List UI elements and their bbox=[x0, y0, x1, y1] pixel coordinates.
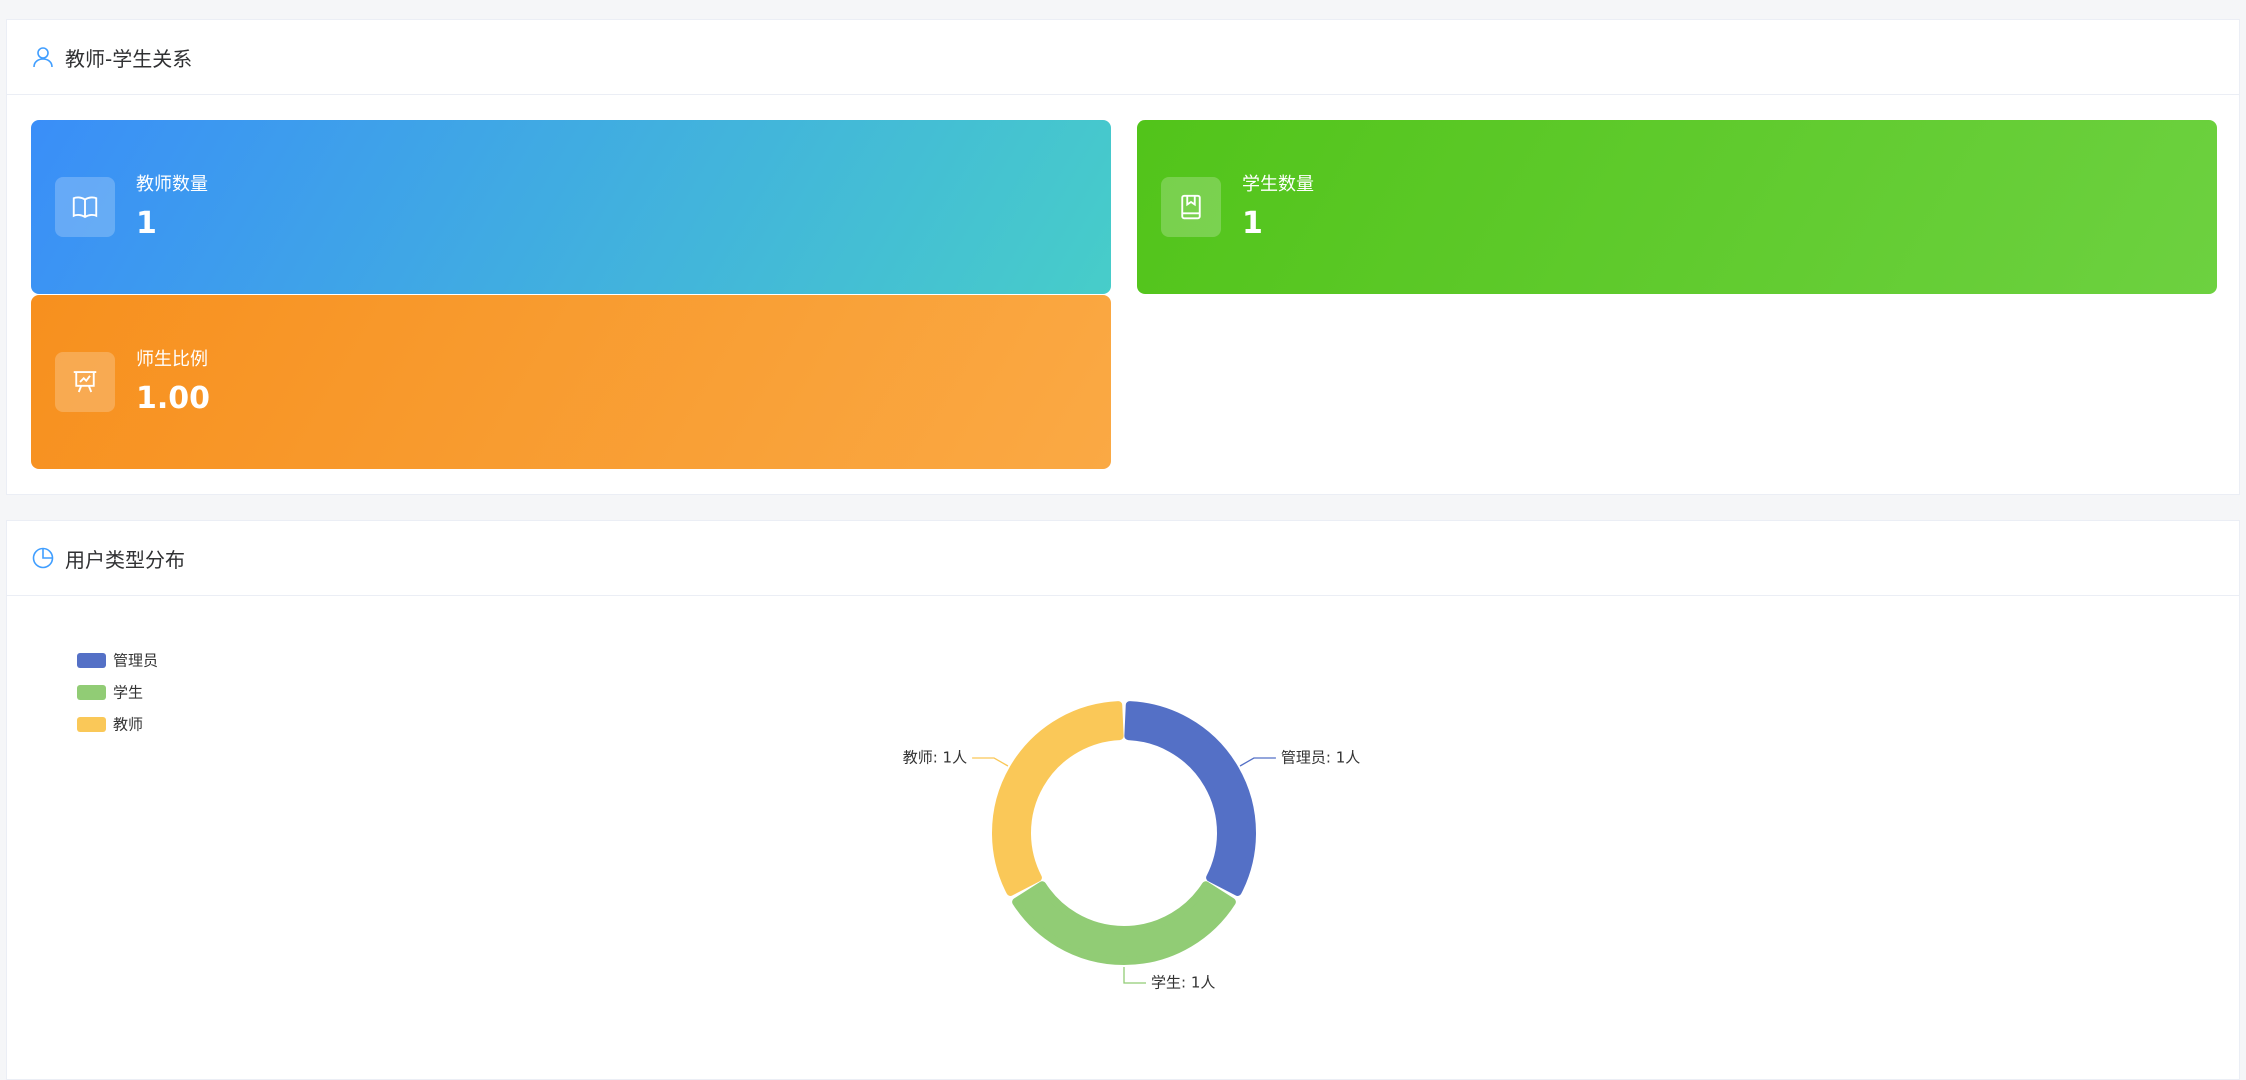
stat-value: 1 bbox=[1242, 206, 1263, 241]
stat-label: 师生比例 bbox=[136, 349, 208, 370]
stat-card: 师生比例 1.00 bbox=[31, 295, 1111, 469]
stat-card: 教师数量 1 bbox=[31, 120, 1111, 294]
section-title: 用户类型分布 bbox=[65, 547, 185, 572]
label-line bbox=[1239, 757, 1276, 767]
stat-value: 1.00 bbox=[136, 381, 211, 416]
slice-label: 学生: 1人 bbox=[1151, 974, 1215, 992]
legend-swatch bbox=[77, 653, 106, 668]
section-header: 教师-学生关系 bbox=[7, 20, 2239, 95]
stat-label: 学生数量 bbox=[1242, 174, 1314, 195]
chart-section: 用户类型分布 管理员学生教师管理员: 1人学生: 1人 教师: 1人 bbox=[6, 520, 2240, 1080]
stat-icon bbox=[55, 352, 115, 412]
slice-label: 管理员: 1人 bbox=[1281, 749, 1360, 767]
label-line bbox=[1123, 967, 1146, 984]
section-header: 用户类型分布 bbox=[7, 521, 2239, 596]
stat-icon bbox=[1161, 177, 1221, 237]
legend-swatch bbox=[77, 717, 106, 732]
legend-label: 学生 bbox=[113, 684, 143, 702]
donut-slice bbox=[1124, 701, 1256, 896]
section-title: 教师-学生关系 bbox=[65, 46, 193, 71]
stat-value: 1 bbox=[136, 206, 157, 241]
legend-label: 教师 bbox=[113, 716, 143, 734]
stat-card: 学生数量 1 bbox=[1137, 120, 2217, 294]
donut-slice bbox=[1012, 881, 1236, 965]
donut-slice bbox=[992, 701, 1124, 896]
stats-section: 教师-学生关系 教师数量 1 学生数量 1 师生比例 1.00 bbox=[6, 19, 2240, 495]
slice-label: 教师: 1人 bbox=[903, 749, 967, 767]
legend-label: 管理员 bbox=[113, 652, 158, 670]
label-line bbox=[972, 757, 1009, 767]
pie-icon bbox=[32, 547, 54, 569]
stat-label: 教师数量 bbox=[136, 174, 208, 195]
user-icon bbox=[33, 47, 53, 68]
legend-swatch bbox=[77, 685, 106, 700]
stat-icon bbox=[55, 177, 115, 237]
